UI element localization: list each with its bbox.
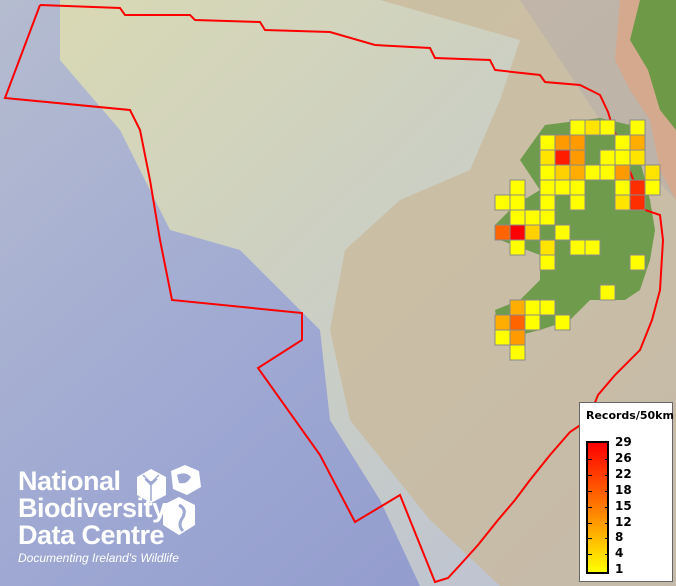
legend-tick [588, 490, 592, 492]
record-cell[interactable] [599, 164, 616, 181]
seahorse-hexagon-icon [163, 497, 195, 535]
record-cell[interactable] [554, 134, 571, 151]
record-cell[interactable] [539, 254, 556, 271]
record-cell[interactable] [509, 314, 526, 331]
record-cell[interactable] [554, 164, 571, 181]
record-cell[interactable] [569, 179, 586, 196]
legend-tick [605, 506, 609, 508]
legend-tick [605, 474, 609, 476]
nbdc-logo: National Biodiversity Data Centre Docume… [18, 466, 179, 566]
record-cell[interactable] [509, 239, 526, 256]
record-cell[interactable] [584, 239, 601, 256]
logo-line-3: Data Centre [18, 520, 165, 550]
legend-tick [588, 458, 592, 460]
logo-tagline: Documenting Ireland's Wildlife [18, 551, 179, 565]
record-cell[interactable] [539, 299, 556, 316]
record-cell[interactable] [509, 179, 526, 196]
record-cell[interactable] [509, 344, 526, 361]
legend-tick [605, 554, 609, 556]
record-cell[interactable] [494, 329, 511, 346]
record-cell[interactable] [554, 224, 571, 241]
legend-label: 4 [615, 546, 624, 561]
legend: Records/50km 29 26 22 18 15 12 8 4 1 [579, 402, 674, 582]
record-cell[interactable] [614, 194, 631, 211]
legend-tick [588, 538, 592, 540]
record-cell[interactable] [569, 164, 586, 181]
record-cell[interactable] [584, 164, 601, 181]
record-cell[interactable] [554, 179, 571, 196]
record-cell[interactable] [629, 134, 646, 151]
legend-label: 22 [615, 466, 632, 481]
legend-label: 8 [615, 530, 624, 545]
record-cell[interactable] [554, 149, 571, 166]
record-cell[interactable] [644, 164, 661, 181]
boundary-line [3, 4, 665, 584]
record-cell[interactable] [629, 119, 646, 136]
record-cell[interactable] [614, 149, 631, 166]
legend-title: Records/50km [586, 409, 674, 422]
legend-tick [605, 522, 609, 524]
record-cell[interactable] [599, 149, 616, 166]
record-cell[interactable] [509, 209, 526, 226]
record-cell[interactable] [569, 194, 586, 211]
record-cell[interactable] [509, 194, 526, 211]
record-cell[interactable] [524, 209, 541, 226]
record-cell[interactable] [569, 119, 586, 136]
record-cell[interactable] [629, 149, 646, 166]
record-cell[interactable] [494, 224, 511, 241]
record-cell[interactable] [629, 179, 646, 196]
record-cell[interactable] [629, 254, 646, 271]
record-cell[interactable] [614, 179, 631, 196]
record-cell[interactable] [614, 164, 631, 181]
record-cell[interactable] [539, 209, 556, 226]
record-cell[interactable] [509, 299, 526, 316]
record-cell[interactable] [539, 149, 556, 166]
record-cell[interactable] [509, 224, 526, 241]
legend-label: 26 [615, 450, 632, 465]
record-cell[interactable] [539, 164, 556, 181]
legend-label: 1 [615, 562, 624, 577]
legend-tick [605, 458, 609, 460]
record-cell[interactable] [539, 194, 556, 211]
britain-green [630, 0, 676, 130]
legend-tick [588, 522, 592, 524]
record-cell[interactable] [524, 314, 541, 331]
logo-line-1: National [18, 466, 121, 496]
record-grid [494, 119, 661, 361]
record-cell[interactable] [629, 194, 646, 211]
record-cell[interactable] [539, 134, 556, 151]
record-cell[interactable] [599, 119, 616, 136]
logo-hexagon-icons [137, 465, 201, 535]
record-cell[interactable] [494, 194, 511, 211]
legend-tick [605, 490, 609, 492]
record-cell[interactable] [524, 299, 541, 316]
record-cell[interactable] [554, 314, 571, 331]
record-cell[interactable] [644, 179, 661, 196]
record-cell[interactable] [569, 239, 586, 256]
record-cell[interactable] [494, 314, 511, 331]
record-cell[interactable] [599, 284, 616, 301]
legend-label: 15 [615, 498, 632, 513]
legend-tick [588, 506, 592, 508]
record-cell[interactable] [509, 329, 526, 346]
legend-tick [588, 554, 592, 556]
record-cell[interactable] [614, 134, 631, 151]
legend-tick [588, 474, 592, 476]
record-cell[interactable] [539, 179, 556, 196]
legend-label: 29 [615, 435, 632, 449]
record-cell[interactable] [569, 134, 586, 151]
record-cell[interactable] [524, 224, 541, 241]
legend-label: 12 [615, 514, 632, 529]
record-cell[interactable] [539, 239, 556, 256]
record-cell[interactable] [569, 149, 586, 166]
logo-line-2: Biodiversity [18, 493, 167, 523]
record-cell[interactable] [584, 119, 601, 136]
legend-tick [605, 538, 609, 540]
legend-label: 18 [615, 482, 632, 497]
